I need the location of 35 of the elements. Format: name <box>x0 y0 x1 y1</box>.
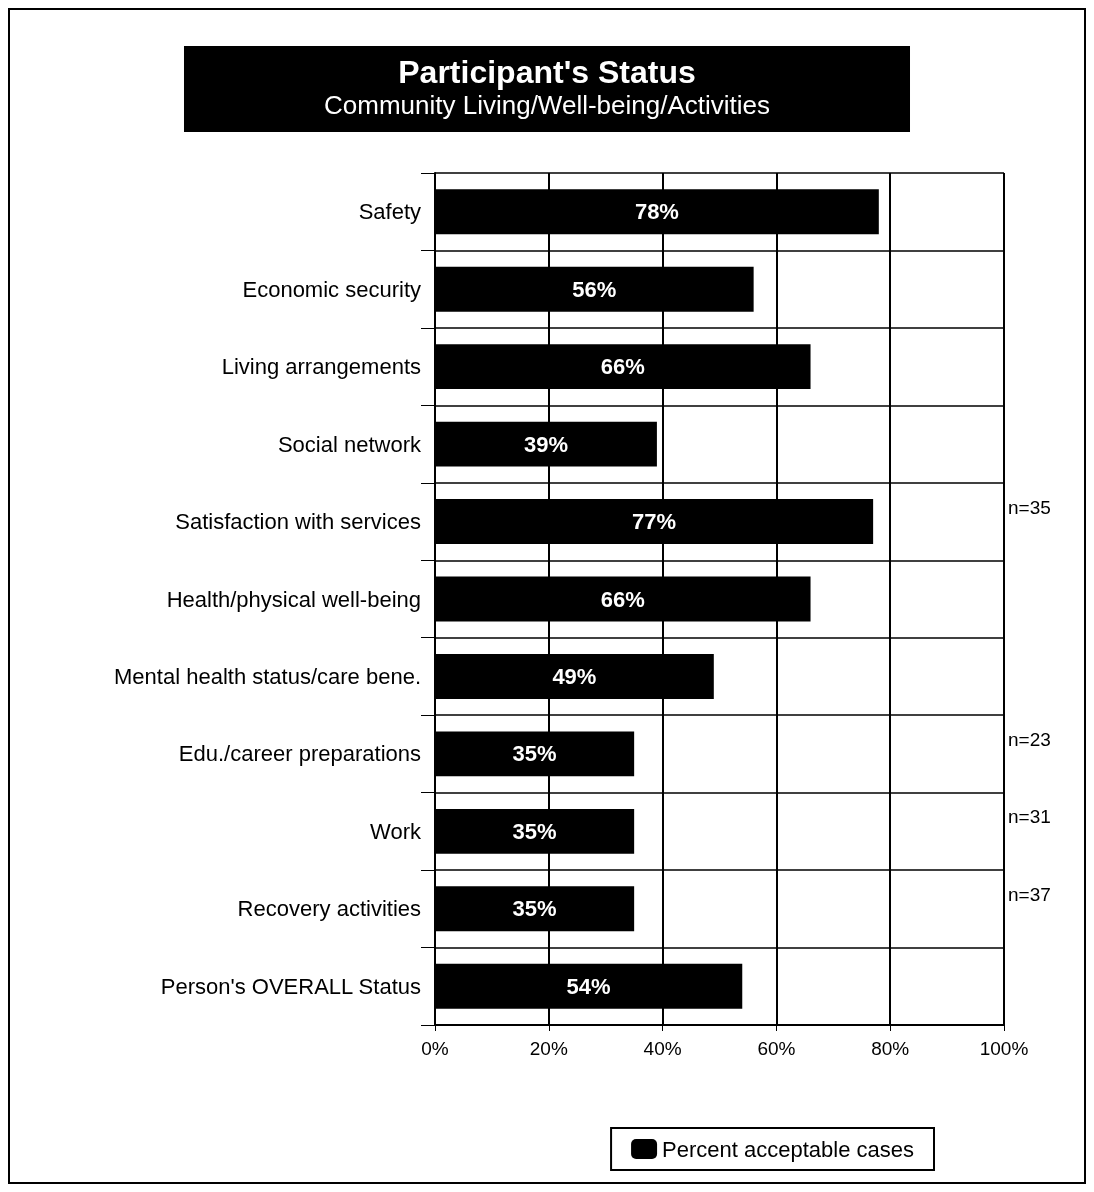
x-tick-label: 0% <box>421 1038 449 1059</box>
text: n=37 <box>1008 883 1051 905</box>
text: n=31 <box>1008 806 1051 828</box>
data-label: 54% <box>566 973 611 999</box>
y-tick-label: Safety <box>358 199 421 225</box>
data-label: 35% <box>512 741 557 767</box>
data-label: 66% <box>600 586 645 612</box>
data-label: 78% <box>634 199 679 225</box>
y-tick-label: Mental health status/care bene. <box>114 663 421 689</box>
y-tick-label: Work <box>370 818 422 844</box>
y-tick-label: Living arrangements <box>221 354 421 380</box>
x-tick-label: 80% <box>871 1038 910 1059</box>
x-tick-label: 40% <box>643 1038 682 1059</box>
y-tick-label: Health/physical well-being <box>166 586 421 612</box>
chart-subtitle: Community Living/Well-being/Activities <box>323 90 771 120</box>
data-label: 66% <box>600 354 645 380</box>
y-tick-label: Satisfaction with services <box>175 509 421 535</box>
data-label: 35% <box>512 896 557 922</box>
x-tick-label: 20% <box>529 1038 568 1059</box>
text: n=35 <box>1008 496 1051 518</box>
text: n=23 <box>1008 728 1051 750</box>
data-label: 49% <box>552 663 597 689</box>
data-label: 35% <box>512 818 557 844</box>
chart-title: Participant's Status <box>398 54 696 90</box>
legend-label: Percent acceptable cases <box>662 1136 915 1162</box>
y-tick-label: Social network <box>277 431 422 457</box>
x-tick-label: 60% <box>757 1038 796 1059</box>
x-tick-label: 100% <box>979 1038 1029 1059</box>
data-label: 56% <box>572 276 617 302</box>
data-label: 77% <box>632 509 677 535</box>
y-tick-label: Recovery activities <box>237 896 421 922</box>
y-tick-label: Economic security <box>242 276 421 302</box>
data-label: 39% <box>523 431 568 457</box>
y-tick-label: Person's OVERALL Status <box>160 973 421 999</box>
y-tick-label: Edu./career preparations <box>178 741 421 767</box>
